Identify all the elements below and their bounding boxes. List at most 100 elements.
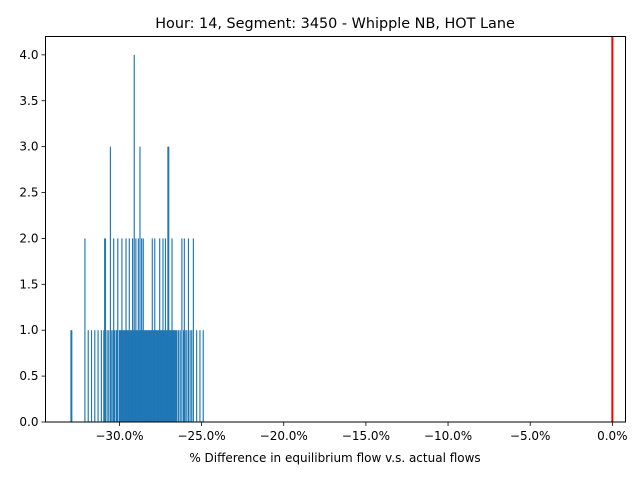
histogram-bar — [170, 330, 172, 422]
histogram-bar — [150, 330, 152, 422]
histogram-bar — [112, 330, 114, 422]
histogram-bar — [178, 330, 180, 422]
histogram-bar — [132, 330, 134, 422]
histogram-bar — [143, 330, 145, 422]
y-tick-label: 0.0 — [19, 415, 38, 429]
histogram-bar — [165, 330, 167, 422]
y-tick-label: 1.5 — [19, 277, 38, 291]
histogram-bar — [168, 330, 171, 422]
histogram-bar — [87, 330, 89, 422]
histogram-bar — [130, 330, 132, 422]
histogram-bar — [147, 330, 149, 422]
x-axis: −30.0% −25.0% −20.0% −15.0% −10.0% −5.0% 0.0% — [95, 422, 628, 443]
histogram-bar — [118, 330, 121, 422]
histogram-bar — [113, 330, 116, 422]
x-tick-label: −25.0% — [177, 429, 225, 443]
histogram-bar — [181, 238, 183, 422]
x-tick-label: −15.0% — [342, 429, 390, 443]
histogram-bar — [186, 330, 188, 422]
histogram-bar — [148, 330, 150, 422]
histogram-bar — [141, 330, 144, 422]
histogram-bar — [151, 238, 153, 422]
histogram-bar — [119, 330, 121, 422]
histogram-bar — [100, 330, 102, 422]
histogram-bar — [134, 330, 136, 422]
histogram-bar — [174, 330, 176, 422]
chart-title: Hour: 14, Segment: 3450 - Whipple NB, HO… — [155, 16, 515, 32]
histogram-bar — [116, 330, 118, 422]
histogram-bar — [159, 330, 162, 422]
histogram-bar — [145, 330, 148, 422]
histogram-bar — [108, 330, 110, 422]
plot-frame — [45, 36, 626, 423]
histogram-bar — [110, 330, 112, 422]
histogram-bar — [122, 330, 125, 422]
histogram-bar — [155, 330, 157, 422]
x-tick-label: −30.0% — [95, 429, 143, 443]
histogram-bar — [187, 238, 190, 422]
y-tick-label: 0.5 — [19, 369, 38, 383]
histogram-bar — [129, 330, 131, 422]
histogram-bar — [150, 330, 153, 422]
histogram-bar — [124, 330, 126, 422]
histogram-bar — [127, 330, 129, 422]
histogram-bar — [97, 330, 99, 422]
histogram-bar — [164, 330, 166, 422]
histogram-bar — [191, 330, 193, 422]
histogram-bar — [135, 238, 137, 422]
histogram-bar — [113, 238, 115, 422]
x-tick-label: −20.0% — [260, 429, 308, 443]
histogram-bar — [173, 330, 176, 422]
histogram-bar — [141, 238, 143, 422]
histogram-bar — [158, 330, 160, 422]
histogram-bar — [199, 330, 201, 422]
histogram-bar — [132, 238, 134, 422]
x-axis-label: % Difference in equilibrium flow v.s. ac… — [189, 451, 480, 465]
x-tick-label: 0.0% — [597, 429, 628, 443]
histogram-bar — [179, 330, 181, 422]
histogram-bar — [140, 330, 142, 422]
y-tick-label: 3.5 — [19, 94, 38, 108]
histogram-bar — [106, 330, 108, 422]
histogram-bar — [104, 238, 106, 422]
histogram-bar — [189, 330, 191, 422]
histogram-bar — [160, 330, 162, 422]
histogram-bar — [169, 330, 171, 422]
y-axis: 0.0 0.5 1.0 1.5 2.0 2.5 3.0 3.5 4.0 — [19, 48, 46, 429]
histogram-bar — [182, 330, 185, 422]
histogram-bar — [196, 330, 198, 422]
histogram-bar — [94, 330, 96, 422]
histogram-bar — [176, 330, 178, 422]
y-tick-label: 2.0 — [19, 231, 38, 245]
histogram-bar — [84, 238, 86, 422]
histogram-bar — [126, 330, 128, 422]
histogram-bar — [127, 330, 130, 422]
histogram-bar — [125, 238, 127, 422]
histogram-bar — [175, 330, 177, 422]
histogram-bar — [156, 330, 158, 422]
histogram-bar — [154, 238, 156, 422]
histogram-bar — [137, 238, 139, 422]
histogram-bar — [173, 330, 175, 422]
histogram-bar — [70, 330, 72, 422]
x-tick-label: −5.0% — [510, 429, 551, 443]
y-tick-label: 2.5 — [19, 186, 38, 200]
histogram-bar — [136, 330, 138, 422]
histogram-bar — [144, 330, 146, 422]
histogram-bar — [142, 238, 144, 422]
histogram-bar — [159, 238, 161, 422]
histogram-bar — [71, 330, 73, 422]
histogram-bar — [120, 330, 122, 422]
histogram-bar — [202, 330, 204, 422]
histogram-bar — [136, 330, 139, 422]
histogram-bar — [153, 330, 155, 422]
histogram-bar — [161, 330, 163, 422]
x-tick-label: −10.0% — [424, 429, 472, 443]
histogram-bar — [184, 330, 186, 422]
histogram-bar — [90, 330, 93, 422]
histogram-bar — [104, 238, 107, 422]
histogram-bar — [133, 54, 135, 422]
histogram-bar — [109, 146, 111, 422]
histogram-bar — [164, 238, 167, 422]
